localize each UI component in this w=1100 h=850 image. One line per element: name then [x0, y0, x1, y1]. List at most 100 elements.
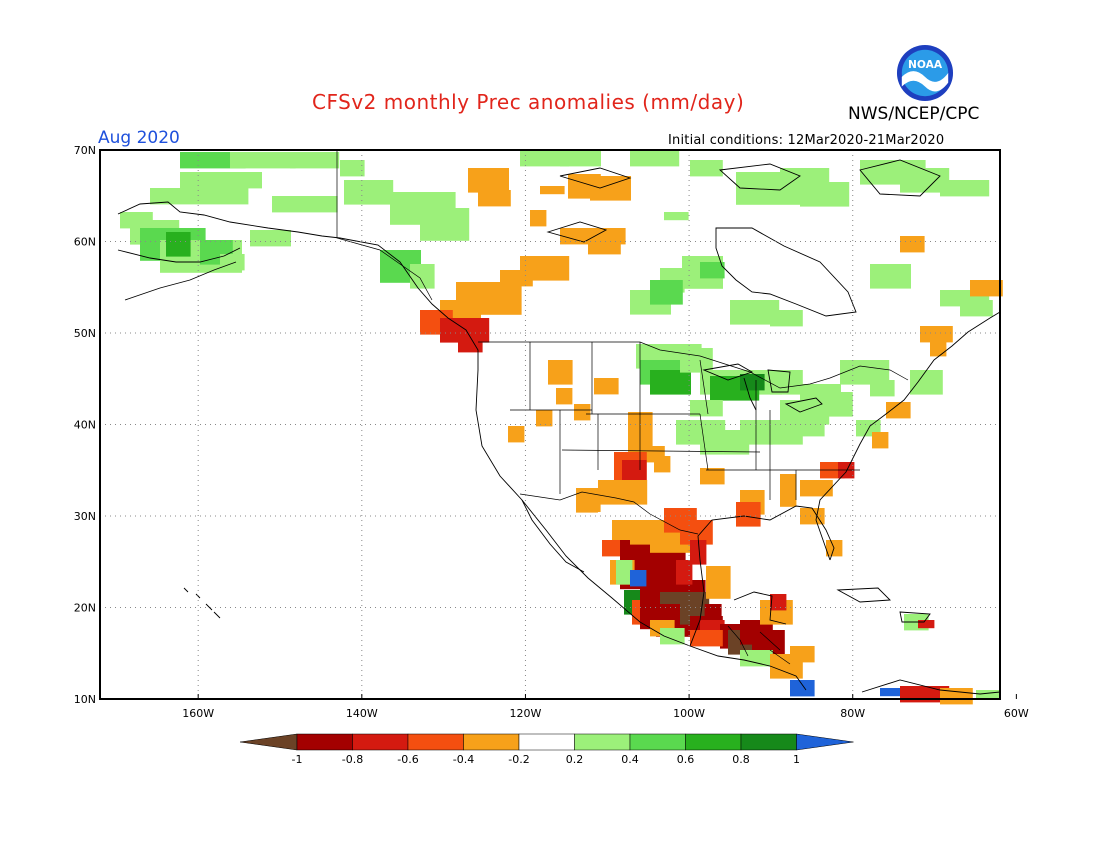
anomaly-cells: [120, 150, 1003, 705]
noaa-logo-icon: NOAA: [896, 44, 954, 102]
initial-conditions-label: Initial conditions: 12Mar2020-21Mar2020: [668, 133, 945, 148]
lon-tick-label: 140W: [346, 707, 378, 720]
anomaly-cell: [800, 420, 825, 437]
anomaly-cell: [770, 310, 803, 327]
colorbar-label: 1: [793, 753, 800, 766]
anomaly-cell: [150, 188, 249, 205]
anomaly-cell: [594, 378, 619, 395]
anomaly-cell: [650, 280, 683, 305]
anomaly-cell: [800, 508, 825, 525]
anomaly-cell: [920, 326, 953, 343]
colorbar-label: -0.6: [397, 753, 418, 766]
colorbar-swatch: [574, 733, 631, 751]
anomaly-cell: [870, 264, 911, 289]
anomaly-cell: [166, 232, 191, 257]
anomaly-cell: [800, 182, 850, 207]
anomaly-cell: [690, 160, 723, 177]
colorbar-low-arrow: [239, 733, 298, 751]
lon-tick-label: 160W: [182, 707, 214, 720]
anomaly-cell: [736, 502, 761, 527]
lat-tick-label: 40N: [74, 419, 96, 432]
lon-tick-label: 80W: [840, 707, 865, 720]
anomaly-cell: [630, 570, 647, 587]
colorbar-label: 0.4: [621, 753, 639, 766]
anomaly-cell: [420, 208, 470, 241]
lon-tick-label: 60W: [1004, 707, 1029, 720]
anomaly-cell: [690, 630, 723, 647]
axis-ticks: 160W 140W 120W 100W 80W 60W 70N 60N 50N 40N 30N 20N…: [74, 144, 1029, 720]
anomaly-cell: [250, 230, 291, 247]
anomaly-cell: [536, 410, 553, 427]
agency-label: NWS/NCEP/CPC: [848, 104, 980, 124]
anomaly-cell: [690, 400, 723, 417]
colorbar-swatch: [407, 733, 464, 751]
anomaly-cell: [410, 264, 435, 289]
anomaly-cell: [458, 336, 483, 353]
political-borders: [336, 150, 909, 665]
lat-tick-label: 60N: [74, 236, 96, 249]
anomaly-cell: [770, 420, 803, 445]
colorbar-label: -0.2: [508, 753, 529, 766]
svg-text:NOAA: NOAA: [908, 58, 943, 71]
anomaly-cell: [664, 212, 689, 221]
lat-tick-label: 30N: [74, 510, 96, 523]
anomaly-cell: [180, 172, 262, 189]
anomaly-cell: [960, 300, 993, 317]
anomaly-cell: [468, 168, 509, 193]
anomaly-cell: [574, 404, 591, 421]
anomaly-cell: [520, 150, 570, 167]
lat-tick-label: 10N: [74, 693, 96, 706]
anomaly-cell: [872, 432, 889, 449]
anomaly-cell: [616, 560, 633, 585]
lon-tick-label: 120W: [510, 707, 542, 720]
anomaly-cell: [290, 152, 340, 169]
anomaly-cell: [740, 374, 765, 391]
anomaly-cell: [770, 370, 803, 395]
anomaly-cell: [654, 456, 671, 473]
anomaly-cell: [880, 688, 913, 697]
anomaly-cell: [930, 340, 947, 357]
lon-tick-label: 100W: [673, 707, 705, 720]
anomaly-cell: [220, 254, 245, 271]
graticule: [100, 150, 1000, 699]
lat-tick-label: 20N: [74, 602, 96, 615]
colorbar-swatch: [685, 733, 742, 751]
anomaly-cell: [530, 210, 547, 227]
anomaly-cell: [740, 420, 773, 445]
anomaly-cell: [588, 238, 621, 255]
anomaly-cell: [650, 370, 691, 395]
map-frame: [99, 149, 1001, 700]
colorbar-label: -0.4: [453, 753, 474, 766]
anomaly-cell: [598, 480, 648, 505]
anomaly-cell: [508, 426, 525, 443]
anomaly-cell: [548, 360, 573, 385]
anomaly-cell: [900, 236, 925, 253]
colorbar-label: 0.8: [732, 753, 750, 766]
anomaly-cell: [976, 690, 1001, 699]
anomaly-cell: [344, 180, 394, 205]
anomaly-cell: [680, 348, 713, 373]
lat-tick-label: 50N: [74, 327, 96, 340]
chart-title: CFSv2 monthly Prec anomalies (mm/day): [312, 90, 745, 114]
colorbar-high-arrow: [796, 733, 854, 751]
anomaly-cell: [800, 480, 833, 497]
anomaly-cell: [230, 152, 296, 169]
colorbar-label: 0.2: [566, 753, 584, 766]
anomaly-cell: [700, 468, 725, 485]
anomaly-cell: [940, 180, 990, 197]
anomaly-cell: [970, 280, 1003, 297]
anomaly-cell: [820, 392, 853, 417]
anomaly-cell: [870, 380, 895, 397]
colorbar-label: -0.8: [342, 753, 363, 766]
valid-month-label: Aug 2020: [98, 128, 180, 148]
anomaly-cell: [918, 620, 935, 629]
colorbar-swatch: [518, 733, 575, 751]
anomaly-cell: [790, 646, 815, 663]
anomaly-cell: [478, 190, 511, 207]
anomaly-cell: [770, 594, 787, 611]
anomaly-cell: [660, 628, 685, 645]
colorbar-swatch: [629, 733, 686, 751]
anomaly-cell: [706, 566, 731, 599]
anomaly-cell: [886, 402, 911, 419]
anomaly-cell: [540, 186, 565, 195]
